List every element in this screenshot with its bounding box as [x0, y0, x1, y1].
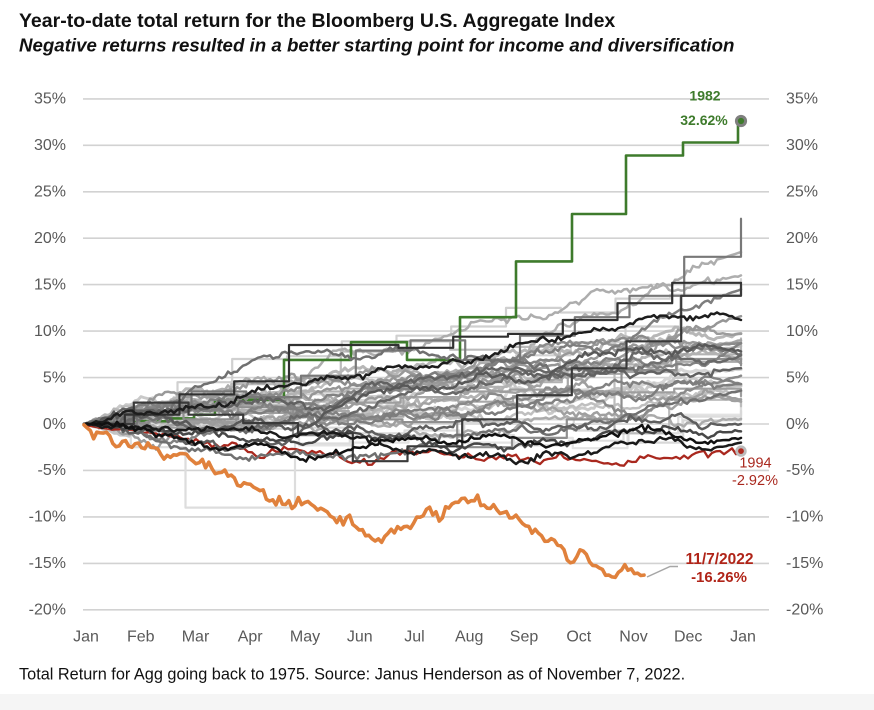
svg-text:Negative returns resulted in a: Negative returns resulted in a better st…	[19, 34, 734, 55]
svg-text:0%: 0%	[786, 416, 809, 433]
svg-text:-16.26%: -16.26%	[691, 569, 747, 586]
svg-text:Aug: Aug	[455, 629, 483, 646]
svg-text:Sep: Sep	[510, 629, 539, 646]
svg-text:25%: 25%	[786, 184, 818, 201]
svg-text:0%: 0%	[43, 416, 66, 433]
svg-text:Mar: Mar	[182, 629, 210, 646]
svg-text:10%: 10%	[786, 323, 818, 340]
svg-text:Jul: Jul	[404, 629, 424, 646]
svg-text:11/7/2022: 11/7/2022	[685, 551, 753, 568]
svg-text:-5%: -5%	[38, 462, 66, 479]
svg-text:35%: 35%	[786, 91, 818, 108]
svg-text:-20%: -20%	[29, 602, 66, 619]
svg-text:1982: 1982	[689, 88, 720, 104]
svg-text:-10%: -10%	[786, 509, 823, 526]
svg-text:20%: 20%	[34, 230, 66, 247]
svg-text:30%: 30%	[786, 137, 818, 154]
svg-text:-15%: -15%	[29, 555, 66, 572]
svg-text:Year-to-date total return for: Year-to-date total return for the Bloomb…	[19, 10, 615, 32]
svg-text:Oct: Oct	[566, 629, 591, 646]
svg-text:Jun: Jun	[347, 629, 373, 646]
svg-text:10%: 10%	[34, 323, 66, 340]
svg-text:30%: 30%	[34, 137, 66, 154]
svg-text:Jan: Jan	[73, 629, 99, 646]
svg-text:5%: 5%	[43, 369, 66, 386]
svg-text:25%: 25%	[34, 184, 66, 201]
svg-text:32.62%: 32.62%	[680, 112, 728, 128]
svg-text:20%: 20%	[786, 230, 818, 247]
svg-text:Jan: Jan	[730, 629, 756, 646]
svg-text:-2.92%: -2.92%	[732, 473, 778, 489]
svg-text:-15%: -15%	[786, 555, 823, 572]
svg-text:15%: 15%	[786, 276, 818, 293]
svg-text:Dec: Dec	[674, 629, 702, 646]
svg-text:May: May	[290, 629, 320, 646]
svg-text:Apr: Apr	[238, 629, 264, 646]
svg-text:Total Return for Agg going bac: Total Return for Agg going back to 1975.…	[19, 666, 685, 684]
svg-text:Feb: Feb	[127, 629, 155, 646]
svg-text:35%: 35%	[34, 91, 66, 108]
svg-text:15%: 15%	[34, 276, 66, 293]
svg-text:5%: 5%	[786, 369, 809, 386]
svg-text:1994: 1994	[739, 456, 771, 472]
svg-text:-10%: -10%	[29, 509, 66, 526]
svg-text:-20%: -20%	[786, 602, 823, 619]
svg-text:Nov: Nov	[619, 629, 647, 646]
svg-text:-5%: -5%	[786, 462, 814, 479]
